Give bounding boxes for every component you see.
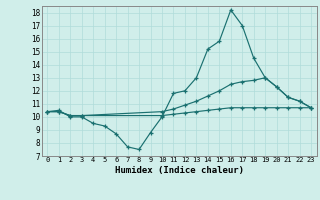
X-axis label: Humidex (Indice chaleur): Humidex (Indice chaleur) — [115, 166, 244, 175]
